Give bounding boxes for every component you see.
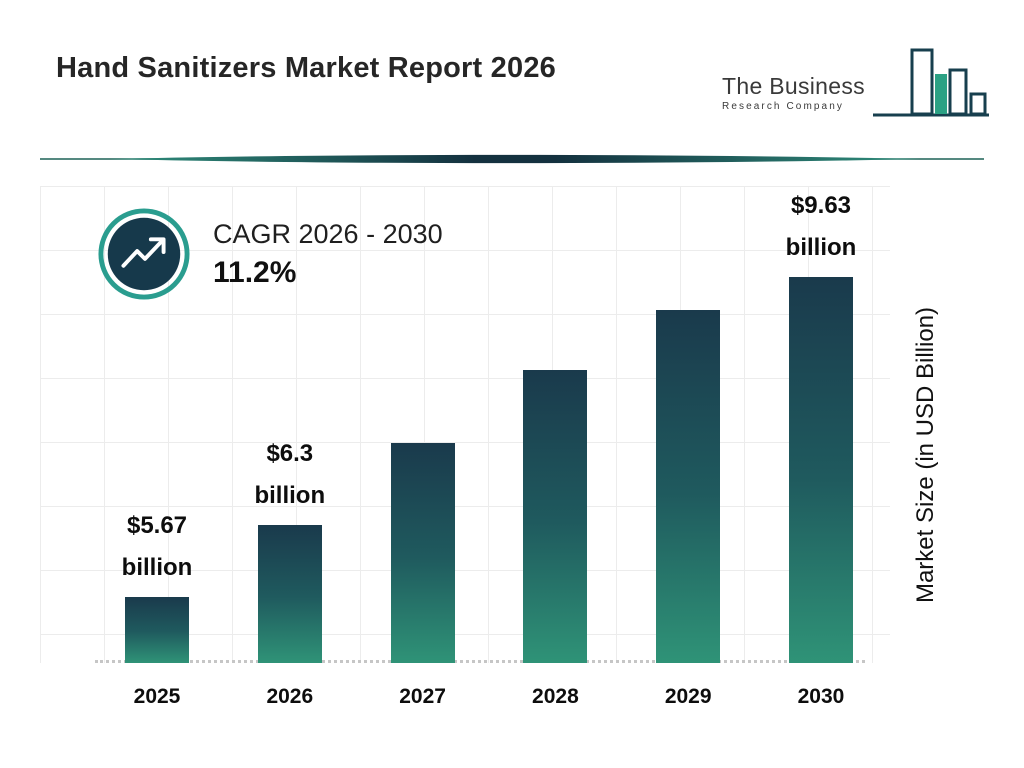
- cagr-value: 11.2%: [213, 255, 297, 289]
- bar-group-2029: 2029: [656, 185, 721, 708]
- bar: [257, 525, 322, 663]
- bar: [523, 370, 588, 663]
- bar-group-2025: $5.67 billion 2025: [122, 185, 193, 708]
- x-axis-tick: 2030: [797, 685, 845, 708]
- x-axis-tick: 2025: [133, 685, 181, 708]
- bars-container: $5.67 billion 2025 $6.3 billion 2026: [95, 185, 865, 708]
- chart-grid: [40, 186, 890, 663]
- bar-value-label: $5.67 billion: [122, 505, 193, 589]
- header-divider: [40, 154, 984, 164]
- y-axis-label: Market Size (in USD Billion): [912, 306, 939, 604]
- bar-value-line1: $9.63: [790, 192, 852, 219]
- bar-value-line1: $6.3: [266, 440, 314, 467]
- logo-text-secondary: Research Company: [722, 101, 844, 112]
- bar-value-line2: billion: [121, 554, 193, 581]
- bar-value-label: $6.3 billion: [254, 433, 325, 517]
- bar: [125, 597, 189, 663]
- bar: [656, 310, 721, 663]
- x-axis-tick: 2027: [399, 685, 446, 708]
- cagr-text: CAGR 2026 - 2030 11.2%: [213, 219, 443, 290]
- logo-text-primary: The Business: [722, 73, 865, 99]
- page-title: Hand Sanitizers Market Report 2026: [56, 52, 556, 84]
- bar-group-2028: 2028: [523, 185, 588, 708]
- bar-value-line1: $5.67: [126, 512, 188, 539]
- bar: [390, 443, 455, 663]
- bar: [788, 277, 853, 663]
- company-logo: The Business Research Company: [722, 46, 991, 118]
- bar-value-line2: billion: [785, 234, 857, 261]
- bar-chart: $5.67 billion 2025 $6.3 billion 2026: [95, 185, 865, 708]
- x-axis-tick: 2026: [266, 685, 314, 708]
- logo-bar-chart-icon: [872, 48, 989, 117]
- bar-value-line2: billion: [254, 482, 326, 509]
- logo-text: The Business Research Company: [722, 73, 865, 118]
- bar-value-label: $9.63 billion: [786, 185, 857, 269]
- x-axis-tick: 2029: [664, 685, 712, 708]
- cagr-label: CAGR 2026 - 2030: [213, 218, 443, 249]
- chart-baseline: [95, 660, 865, 663]
- x-axis-tick: 2028: [532, 685, 579, 708]
- growth-trend-icon: [98, 208, 190, 300]
- bar-group-2030: $9.63 billion 2030: [786, 185, 857, 708]
- cagr-badge: CAGR 2026 - 2030 11.2%: [97, 207, 443, 301]
- bar-group-2027: 2027: [390, 185, 455, 708]
- bar-group-2026: $6.3 billion 2026: [254, 185, 325, 708]
